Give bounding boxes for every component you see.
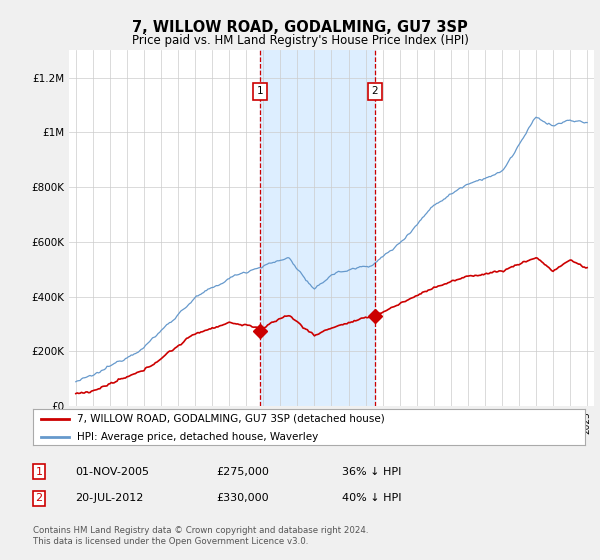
Text: 36% ↓ HPI: 36% ↓ HPI (342, 466, 401, 477)
Text: 01-NOV-2005: 01-NOV-2005 (75, 466, 149, 477)
Bar (260, 50, 375, 406)
Text: 2: 2 (371, 86, 378, 96)
Text: 1: 1 (257, 86, 264, 96)
Text: Price paid vs. HM Land Registry's House Price Index (HPI): Price paid vs. HM Land Registry's House … (131, 34, 469, 46)
Text: 40% ↓ HPI: 40% ↓ HPI (342, 493, 401, 503)
Text: 7, WILLOW ROAD, GODALMING, GU7 3SP: 7, WILLOW ROAD, GODALMING, GU7 3SP (132, 20, 468, 35)
Text: 7, WILLOW ROAD, GODALMING, GU7 3SP (detached house): 7, WILLOW ROAD, GODALMING, GU7 3SP (deta… (77, 414, 385, 424)
Text: 20-JUL-2012: 20-JUL-2012 (75, 493, 143, 503)
Text: 1: 1 (35, 466, 43, 477)
Text: £330,000: £330,000 (216, 493, 269, 503)
Text: Contains HM Land Registry data © Crown copyright and database right 2024.
This d: Contains HM Land Registry data © Crown c… (33, 526, 368, 546)
Text: 2: 2 (35, 493, 43, 503)
Text: £275,000: £275,000 (216, 466, 269, 477)
Text: HPI: Average price, detached house, Waverley: HPI: Average price, detached house, Wave… (77, 432, 319, 442)
